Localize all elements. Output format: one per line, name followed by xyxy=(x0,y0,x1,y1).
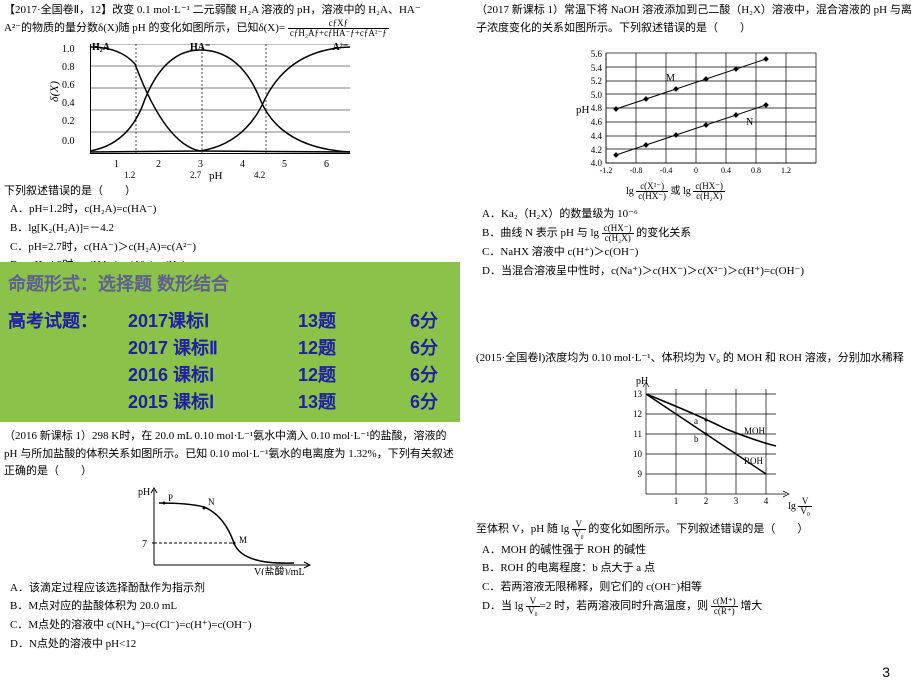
tl-options: 下列叙述错误的是（ ） A．pH=1.2时，c(H₂A)=c(HA⁻) B．lg… xyxy=(4,182,460,275)
svg-text:pH: pH xyxy=(138,487,150,498)
svg-text:4.4: 4.4 xyxy=(591,131,603,141)
bl-header: （2016 新课标 1）298 K时，在 20.0 mL 0.10 mol·L⁻… xyxy=(4,428,460,481)
bl-opt-d: D．N点处的溶液中 pH<12 xyxy=(10,635,460,654)
problem-bottom-left: （2016 新课标 1）298 K时，在 20.0 mL 0.10 mol·L⁻… xyxy=(4,428,460,654)
bl-opt-a: A．该滴定过程应该选择酚酞作为指示剂 xyxy=(10,579,460,598)
tr-opt-d: D．当混合溶液呈中性时，c(Na⁺)＞c(HX⁻)＞c(X²⁻)＞c(H⁺)=c… xyxy=(482,262,916,281)
svg-text:12: 12 xyxy=(633,409,642,419)
tr-opt-a: A．Ka₂（H₂X）的数量级为 10⁻⁶ xyxy=(482,205,916,224)
problem-top-left: 【2017·全国卷Ⅱ，12】改变 0.1 mol·L⁻¹ 二元弱酸 H₂A 溶液… xyxy=(4,2,460,275)
svg-text:M: M xyxy=(239,535,247,545)
svg-text:1: 1 xyxy=(674,496,679,506)
tl-header1: 【2017·全国卷Ⅱ，12】改变 0.1 mol·L⁻¹ 二元弱酸 H₂A 溶液… xyxy=(4,2,460,19)
svg-text:2: 2 xyxy=(704,496,709,506)
highlight-box: 命题形式：选择题 数形结合 高考试题：2017课标Ⅰ13题6分 2017 课标Ⅱ… xyxy=(0,262,460,422)
svg-text:9: 9 xyxy=(638,469,643,479)
svg-text:1.2: 1.2 xyxy=(781,166,791,175)
svg-text:5.2: 5.2 xyxy=(591,76,602,86)
problem-top-right: （2017 新课标 1）常温下将 NaOH 溶液添加到己二酸（H₂X）溶液中，混… xyxy=(476,2,916,280)
svg-text:pH: pH xyxy=(576,104,590,116)
bl-options: A．该滴定过程应该选择酚酞作为指示剂 B．M点对应的盐酸体积为 20.0 mL … xyxy=(4,579,460,654)
svg-text:5.6: 5.6 xyxy=(591,49,603,59)
svg-text:M: M xyxy=(666,73,675,84)
svg-text:a: a xyxy=(694,416,698,426)
tr-opt-c: C．NaHX 溶液中 c(H⁺)＞c(OH⁻) xyxy=(482,243,916,262)
bl-opt-b: B．M点对应的盐酸体积为 20.0 mL xyxy=(10,597,460,616)
br-opt-c: C．若两溶液无限稀释，则它们的 c(OH⁻)相等 xyxy=(482,578,916,597)
svg-text:4.8: 4.8 xyxy=(591,103,603,113)
tr-options: A．Ka₂（H₂X）的数量级为 10⁻⁶ B．曲线 N 表示 pH 与 lg c… xyxy=(476,205,916,280)
svg-text:b: b xyxy=(694,434,699,444)
svg-text:MOH: MOH xyxy=(744,426,766,436)
bl-chart: 7 P N M pH V(盐酸)/mL xyxy=(134,485,314,575)
tl-header2: A²⁻的物质的量分数δ(X)随 pH 的变化如图所示，已知δ(X)= cƒXƒc… xyxy=(4,19,460,38)
page-number: 3 xyxy=(882,664,890,680)
br-opt-d: D．当 lg VV₀=2 时，若两溶液同时升高温度，则 c(M⁺)c(R⁺) 增… xyxy=(482,597,916,616)
svg-text:-0.8: -0.8 xyxy=(630,166,643,175)
svg-text:10: 10 xyxy=(633,449,643,459)
svg-text:0.4: 0.4 xyxy=(721,166,731,175)
svg-text:11: 11 xyxy=(633,429,642,439)
br-opt-b: B．ROH 的电离程度：b 点大于 a 点 xyxy=(482,559,916,578)
svg-text:V(盐酸)/mL: V(盐酸)/mL xyxy=(254,565,305,575)
svg-text:0: 0 xyxy=(694,166,698,175)
svg-text:3: 3 xyxy=(734,496,739,506)
tr-header: （2017 新课标 1）常温下将 NaOH 溶液添加到己二酸（H₂X）溶液中，混… xyxy=(476,2,916,37)
tl-chart: δ(X) 1.0 0.8 0.6 0.4 0.2 0.0 xyxy=(54,44,354,164)
bl-opt-c: C．M点处的溶液中 c(NH₄⁺)=c(Cl⁻)=c(H⁺)=c(OH⁻) xyxy=(10,616,460,635)
svg-text:4: 4 xyxy=(764,496,769,506)
tl-opt-a: A．pH=1.2时，c(H₂A)=c(HA⁻) xyxy=(10,200,460,219)
svg-text:5.0: 5.0 xyxy=(591,90,603,100)
tr-chart: 5.65.45.25.04.84.64.44.24.0 -1.2-0.8-0.4… xyxy=(566,43,826,183)
svg-text:0.8: 0.8 xyxy=(751,166,761,175)
tl-opt-c: C．pH=2.7时，c(HA⁻)＞c(H₂A)=c(A²⁻) xyxy=(10,238,460,257)
svg-text:7: 7 xyxy=(142,539,147,550)
svg-text:4.6: 4.6 xyxy=(591,117,603,127)
br-options: A．MOH 的碱性强于 ROH 的碱性 B．ROH 的电离程度：b 点大于 a … xyxy=(476,541,916,616)
svg-text:5.4: 5.4 xyxy=(591,63,603,73)
svg-text:13: 13 xyxy=(633,389,643,399)
green-rows: 高考试题：2017课标Ⅰ13题6分 2017 课标Ⅱ12题6分 2016 课标Ⅰ… xyxy=(8,308,452,416)
svg-text:4.2: 4.2 xyxy=(591,145,602,155)
green-title: 命题形式：选择题 数形结合 xyxy=(8,270,452,296)
svg-text:N: N xyxy=(746,117,753,128)
svg-text:P: P xyxy=(168,493,173,503)
svg-text:pH: pH xyxy=(636,376,648,387)
svg-text:N: N xyxy=(208,497,215,507)
svg-text:ROH: ROH xyxy=(744,456,764,466)
tr-opt-b: B．曲线 N 表示 pH 与 lg c(HX⁻)c(H₂X) 的变化关系 xyxy=(482,224,916,243)
tl-ylabel: δ(X) xyxy=(47,81,62,102)
svg-text:-1.2: -1.2 xyxy=(600,166,613,175)
tl-opt-b: B．lg[K₂(H₂A)]=－4.2 xyxy=(10,219,460,238)
br-chart: 131211109 1234 pH MOH ROH a b lg VV₀ xyxy=(616,374,796,514)
problem-bottom-right: (2015·全国卷Ⅰ)浓度均为 0.10 mol·L⁻¹、体积均为 V₀ 的 M… xyxy=(476,350,916,616)
br-footer: 至体积 V，pH 随 lg VV₀ 的变化如图所示。下列叙述错误的是（ ） xyxy=(476,520,916,539)
br-opt-a: A．MOH 的碱性强于 ROH 的碱性 xyxy=(482,541,916,560)
br-header: (2015·全国卷Ⅰ)浓度均为 0.10 mol·L⁻¹、体积均为 V₀ 的 M… xyxy=(476,350,916,368)
svg-text:-0.4: -0.4 xyxy=(660,166,673,175)
